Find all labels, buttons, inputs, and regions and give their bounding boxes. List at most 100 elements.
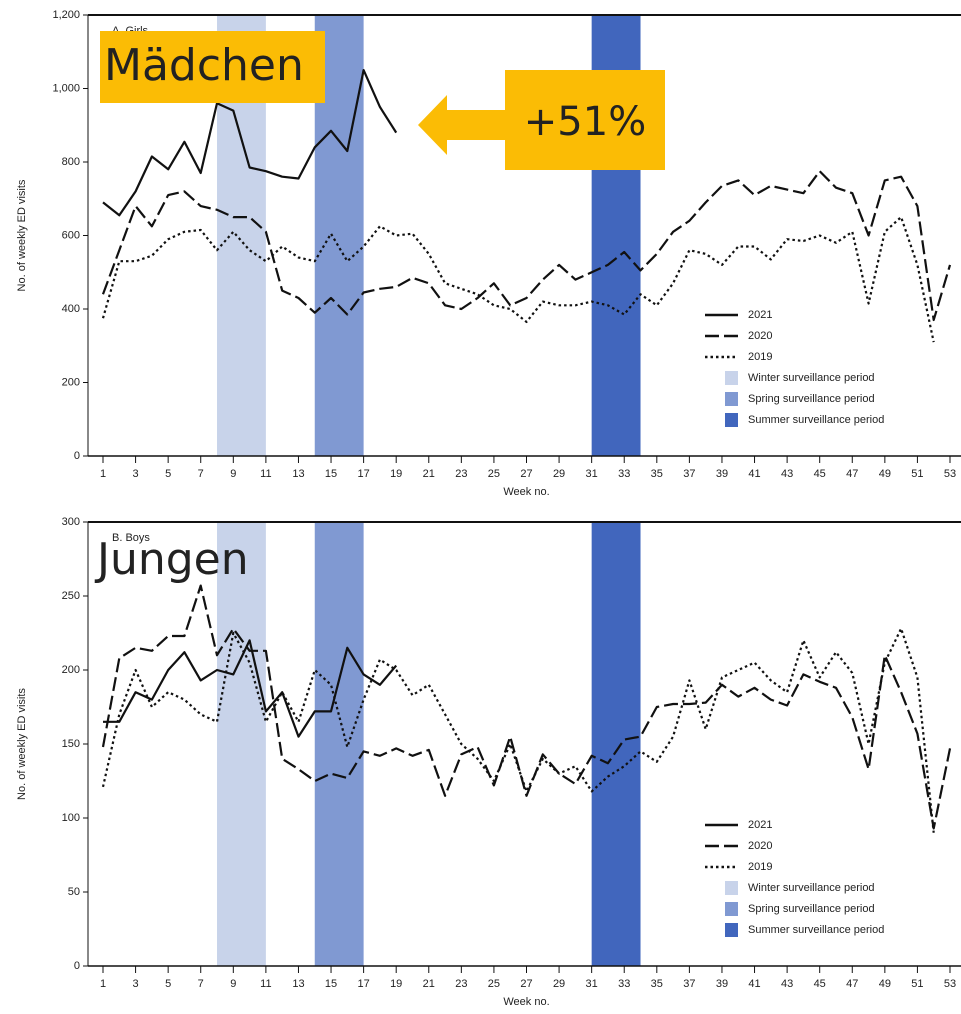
x-tick-label: 47 (846, 978, 858, 990)
x-tick-label: 43 (781, 468, 793, 480)
x-tick-label: 25 (488, 978, 500, 990)
x-tick-label: 15 (325, 468, 337, 480)
x-tick-label: 45 (814, 468, 826, 480)
y-tick-label: 50 (68, 886, 80, 898)
legend-label: 2020 (748, 330, 772, 342)
x-tick-label: 7 (198, 468, 204, 480)
x-tick-label: 33 (618, 468, 630, 480)
x-tick-label: 13 (292, 468, 304, 480)
legend-label: 2021 (748, 309, 772, 321)
x-tick-label: 9 (230, 468, 236, 480)
y-tick-label: 300 (62, 516, 80, 528)
legend-label: 2020 (748, 840, 772, 852)
legend-label: Summer surveillance period (748, 414, 884, 426)
x-tick-label: 27 (520, 978, 532, 990)
legend-label: 2019 (748, 861, 772, 873)
surveillance-band (314, 522, 364, 966)
legend-label: 2019 (748, 351, 772, 363)
x-tick-label: 51 (911, 468, 923, 480)
x-tick-label: 49 (879, 978, 891, 990)
x-tick-label: 27 (520, 468, 532, 480)
legend-swatch (725, 923, 738, 937)
legend-swatch (725, 371, 738, 385)
x-tick-label: 19 (390, 468, 402, 480)
y-tick-label: 400 (62, 303, 80, 315)
annotation-box (505, 70, 665, 170)
y-tick-label: 200 (62, 664, 80, 676)
series-line (102, 69, 398, 217)
x-tick-label: 9 (230, 978, 236, 990)
y-tick-label: 1,200 (52, 9, 80, 21)
x-tick-label: 49 (879, 468, 891, 480)
change-annotation: +51% (524, 99, 646, 145)
panel-label: B. Boys (112, 532, 150, 544)
x-tick-label: 17 (357, 978, 369, 990)
legend-label: Winter surveillance period (748, 882, 875, 894)
y-tick-label: 0 (74, 450, 80, 462)
x-tick-label: 31 (586, 468, 598, 480)
legend-swatch (725, 902, 738, 916)
x-tick-label: 51 (911, 978, 923, 990)
y-axis-label: No. of weekly ED visits (16, 179, 28, 291)
x-tick-label: 53 (944, 978, 956, 990)
series-line (101, 216, 935, 343)
x-tick-label: 15 (325, 978, 337, 990)
x-tick-label: 25 (488, 468, 500, 480)
x-tick-label: 35 (651, 468, 663, 480)
legend-label: Summer surveillance period (748, 924, 884, 936)
x-tick-label: 23 (455, 978, 467, 990)
x-tick-label: 3 (133, 468, 139, 480)
legend-label: Winter surveillance period (748, 372, 875, 384)
y-tick-label: 250 (62, 590, 80, 602)
x-tick-label: 3 (133, 978, 139, 990)
y-axis-label: No. of weekly ED visits (16, 688, 28, 800)
surveillance-band (591, 522, 641, 966)
overlay-label: Jungen (94, 534, 249, 585)
x-tick-label: 53 (944, 468, 956, 480)
x-tick-label: 13 (292, 978, 304, 990)
x-tick-label: 31 (586, 978, 598, 990)
x-axis-label: Week no. (503, 486, 549, 498)
x-tick-label: 5 (165, 468, 171, 480)
x-tick-label: 43 (781, 978, 793, 990)
legend-swatch (725, 413, 738, 427)
y-tick-label: 200 (62, 376, 80, 388)
x-tick-label: 17 (357, 468, 369, 480)
surveillance-band (217, 522, 266, 966)
x-tick-label: 45 (814, 978, 826, 990)
x-tick-label: 23 (455, 468, 467, 480)
x-tick-label: 1 (100, 468, 106, 480)
legend-label: Spring surveillance period (748, 393, 875, 405)
x-tick-label: 41 (748, 978, 760, 990)
x-tick-label: 39 (716, 468, 728, 480)
y-tick-label: 150 (62, 738, 80, 750)
x-tick-label: 37 (683, 468, 695, 480)
x-tick-label: 21 (423, 978, 435, 990)
y-tick-label: 0 (74, 960, 80, 972)
x-axis-label: Week no. (503, 996, 549, 1008)
y-tick-label: 600 (62, 229, 80, 241)
overlay-box (100, 31, 325, 103)
series-line (101, 170, 952, 322)
x-tick-label: 11 (260, 468, 271, 480)
x-tick-label: 29 (553, 468, 565, 480)
x-tick-label: 29 (553, 978, 565, 990)
series-line (101, 627, 935, 833)
legend-swatch (725, 881, 738, 895)
x-tick-label: 1 (100, 978, 106, 990)
legend-label: 2021 (748, 819, 772, 831)
overlay-label: Mädchen (104, 40, 304, 91)
x-tick-label: 41 (748, 468, 760, 480)
series-line (101, 584, 952, 830)
x-tick-label: 19 (390, 978, 402, 990)
x-tick-label: 5 (165, 978, 171, 990)
x-tick-label: 35 (651, 978, 663, 990)
x-tick-label: 11 (260, 978, 271, 990)
y-tick-label: 1,000 (52, 82, 80, 94)
series-line (103, 639, 398, 738)
y-tick-label: 800 (62, 156, 80, 168)
x-tick-label: 33 (618, 978, 630, 990)
x-tick-label: 37 (683, 978, 695, 990)
legend-swatch (725, 392, 738, 406)
